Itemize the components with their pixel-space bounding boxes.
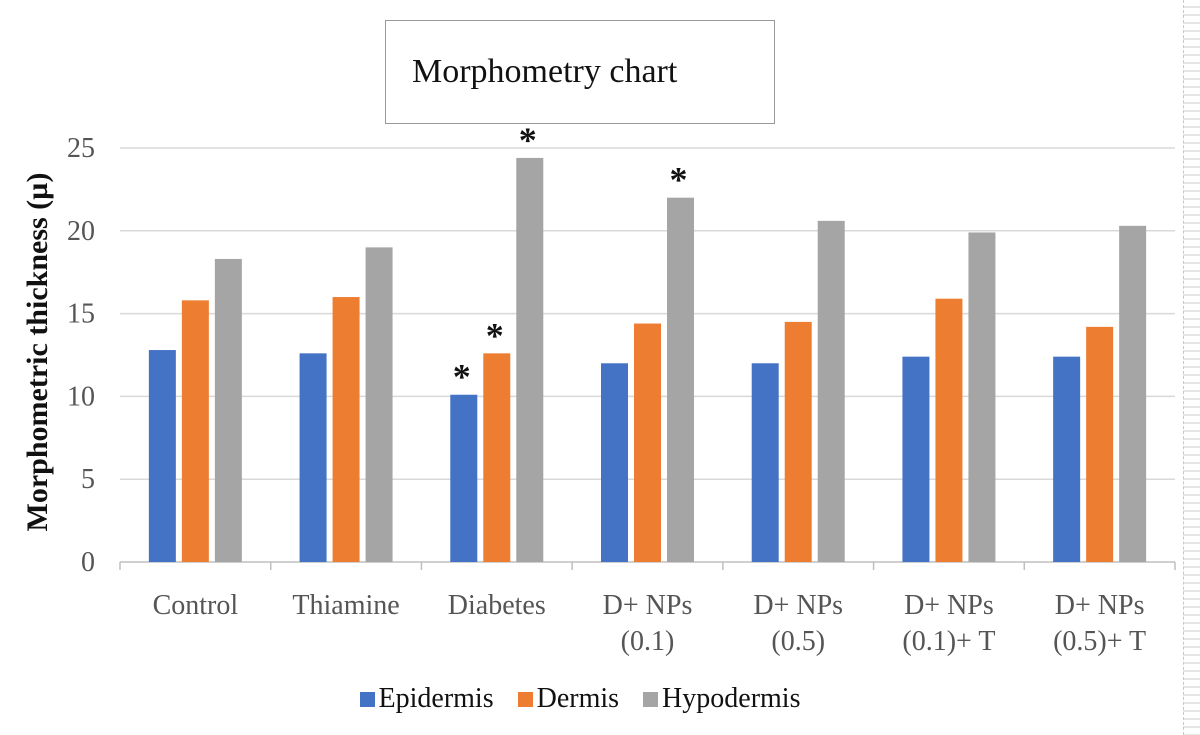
chart-title: Morphometry chart [412, 53, 678, 90]
bar-dermis-4 [784, 321, 812, 562]
legend-label: Epidermis [378, 683, 494, 714]
bar-hypodermis-3 [667, 197, 694, 562]
y-tick-label: 20 [67, 216, 95, 247]
legend-item-epidermis: Epidermis [359, 683, 494, 715]
x-tick-label: Diabetes [448, 590, 546, 621]
legend-swatch [643, 691, 659, 707]
x-tick-label: (0.5)+ T [1053, 626, 1146, 657]
bar-hypodermis-2 [516, 157, 544, 562]
bar-dermis-1 [332, 297, 360, 562]
bar-hypodermis-6 [1119, 225, 1147, 562]
x-tick-label: D+ NPs [753, 590, 843, 621]
bar-epidermis-1 [299, 353, 327, 562]
y-tick-label: 5 [81, 464, 95, 495]
y-tick-label: 25 [67, 133, 95, 164]
x-tick-label: D+ NPs [603, 590, 693, 621]
significance-marker: * [519, 120, 537, 160]
bar-dermis-3 [634, 323, 661, 562]
y-tick-label: 15 [67, 299, 95, 330]
bar-hypodermis-4 [817, 220, 845, 562]
y-tick-label: 0 [81, 547, 95, 578]
bar-epidermis-0 [148, 350, 176, 562]
x-tick-label: (0.5) [771, 626, 825, 657]
bar-epidermis-4 [751, 363, 779, 562]
legend-label: Dermis [536, 683, 620, 714]
legend: Epidermis Dermis Hypodermis [0, 683, 1160, 715]
bar-epidermis-3 [601, 363, 628, 562]
bar-hypodermis-1 [365, 247, 393, 563]
significance-marker: * [486, 315, 504, 355]
x-tick-label: (0.1) [621, 626, 675, 657]
chart-title-box: Morphometry chart [385, 20, 775, 124]
bar-hypodermis-0 [214, 258, 242, 562]
legend-item-hypodermis: Hypodermis [643, 683, 800, 715]
page-edge-decoration [1183, 0, 1200, 735]
bar-dermis-5 [935, 298, 963, 562]
bar-hypodermis-5 [968, 232, 996, 562]
x-tick-label: Control [153, 590, 239, 621]
bar-epidermis-6 [1053, 356, 1081, 562]
x-tick-label: (0.1)+ T [902, 626, 995, 657]
legend-item-dermis: Dermis [517, 683, 620, 715]
legend-label: Hypodermis [662, 683, 801, 714]
x-tick-label: D+ NPs [1055, 590, 1145, 621]
significance-marker: * [453, 357, 471, 397]
significance-marker: * [670, 160, 688, 200]
x-tick-label: D+ NPs [904, 590, 994, 621]
x-tick-label: Thiamine [292, 590, 399, 621]
bar-dermis-0 [181, 300, 209, 562]
bar-epidermis-2 [450, 394, 478, 562]
bar-dermis-6 [1086, 326, 1114, 562]
legend-swatch [359, 691, 375, 707]
y-tick-label: 10 [67, 381, 95, 412]
bar-dermis-2 [483, 353, 511, 562]
legend-swatch [517, 691, 533, 707]
bar-epidermis-5 [902, 356, 930, 562]
